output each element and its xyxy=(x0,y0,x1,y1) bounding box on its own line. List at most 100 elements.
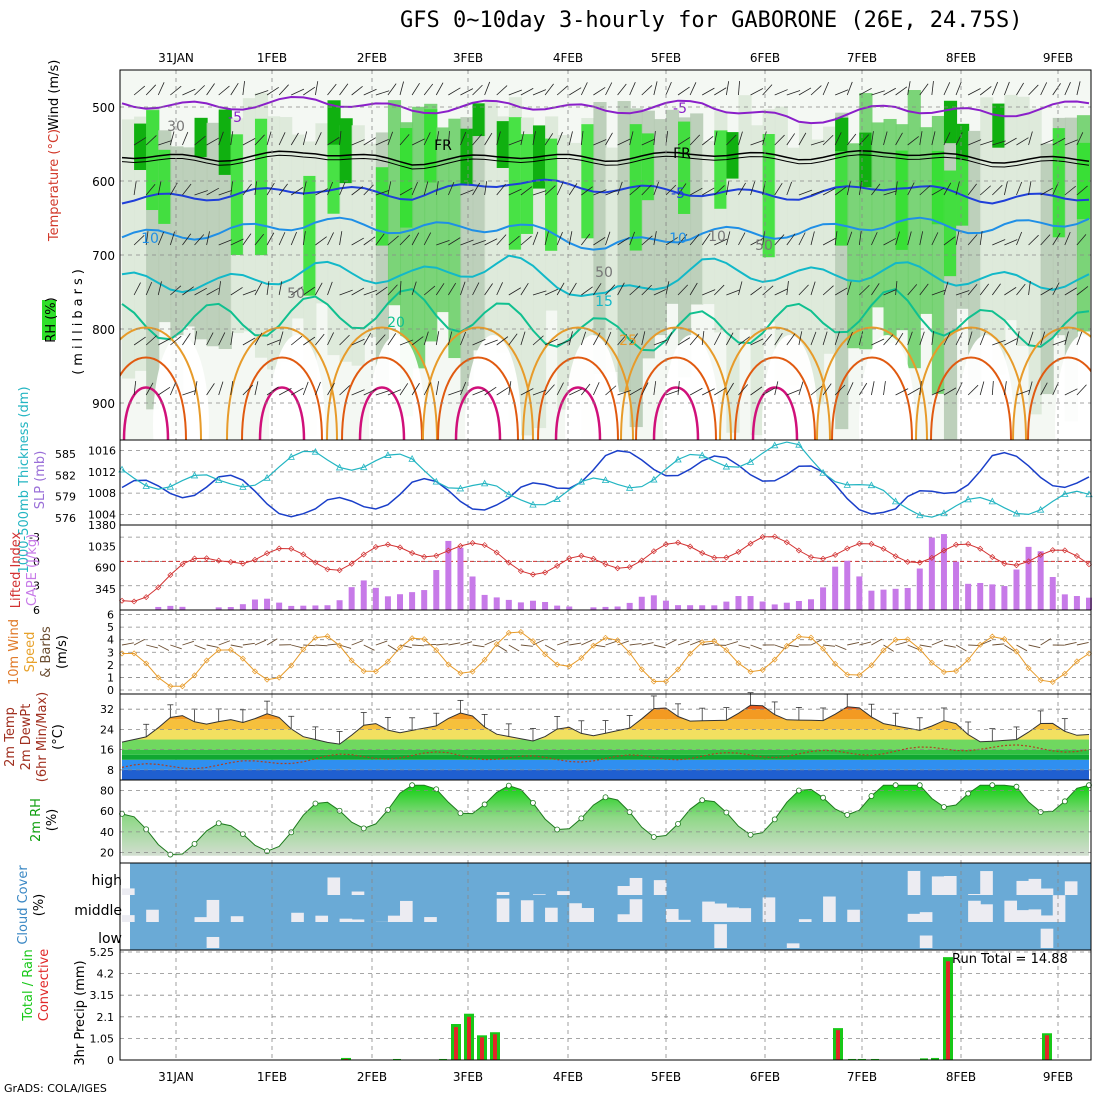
wind-speed-marker xyxy=(953,668,960,675)
wind-barb xyxy=(689,187,703,196)
lifted-marker xyxy=(578,552,585,559)
wind-barb xyxy=(351,237,365,246)
wind-barb xyxy=(206,83,215,96)
thickness-marker xyxy=(916,511,924,519)
wind10m-barb xyxy=(436,643,449,646)
cloud-block xyxy=(738,908,752,922)
wind-barb xyxy=(133,381,137,396)
wind-barb xyxy=(1040,82,1048,96)
cape-bar xyxy=(614,606,621,610)
slp-panel: 1016 1012 1008 1004 585 582 579 576 1000-500mb T… xyxy=(17,386,1093,574)
lifted-marker xyxy=(1013,562,1020,569)
precip-trace-bar xyxy=(439,1058,447,1060)
wind-speed-marker xyxy=(300,646,307,653)
wind10m-barb xyxy=(375,640,388,646)
wind-barb xyxy=(254,282,263,296)
lifted-marker xyxy=(445,547,452,554)
wind-barb xyxy=(315,333,325,346)
wind-barb xyxy=(363,184,374,196)
rh-marker xyxy=(409,782,416,789)
lifted-marker xyxy=(953,541,960,548)
cloud-block xyxy=(1028,909,1042,922)
cape-bar xyxy=(215,607,222,610)
rh-marker xyxy=(530,799,536,806)
wind-barb xyxy=(508,89,523,96)
wind-barb xyxy=(967,88,981,96)
thickness-marker xyxy=(819,468,827,476)
wind-barb xyxy=(883,190,897,196)
wind10m-barb xyxy=(883,644,894,652)
panel-ylabels: 2m Temp 2m DewPt (6hr Min/Max) (°C) xyxy=(3,692,66,782)
temp-band xyxy=(122,759,1089,770)
wind-barb xyxy=(569,87,582,96)
cape-bar xyxy=(638,596,645,610)
precip-convective-bar xyxy=(493,1034,497,1060)
lifted-marker xyxy=(783,539,790,546)
wind-barb xyxy=(194,331,197,346)
wind-barb xyxy=(605,189,619,196)
wind10m-barb xyxy=(1016,644,1028,652)
rh-moist-cell xyxy=(375,167,389,246)
wind-barb xyxy=(653,181,660,196)
wind10m-barb xyxy=(738,644,751,649)
wind-barb xyxy=(1016,331,1020,346)
lifted-marker xyxy=(203,555,210,562)
cloud-block xyxy=(327,877,341,895)
wind-barb xyxy=(133,137,147,146)
lifted-marker xyxy=(505,559,512,566)
thickness-marker xyxy=(722,462,731,470)
wind-barb xyxy=(834,186,847,196)
wind-barb xyxy=(375,334,386,346)
wind10m-barb xyxy=(532,639,545,646)
wind-barb xyxy=(387,235,399,246)
wind-barb xyxy=(375,286,388,296)
wind-barb xyxy=(448,87,461,96)
wind-speed-marker xyxy=(384,658,391,665)
cloud-block xyxy=(351,919,365,922)
bottom-date-label: 7FEB xyxy=(847,1070,877,1084)
lifted-marker xyxy=(155,584,162,591)
rh-marker xyxy=(941,804,947,810)
lifted-marker xyxy=(264,550,271,557)
cloud-sky xyxy=(130,863,1091,950)
wind-barb xyxy=(702,289,716,296)
wind-barb xyxy=(327,281,333,296)
wind-barb xyxy=(254,233,265,246)
wind-barb xyxy=(750,88,764,96)
wind-speed-marker xyxy=(614,637,621,644)
temp-arch-30 xyxy=(537,356,619,440)
wind-speed-marker xyxy=(421,636,428,643)
wind-speed-marker xyxy=(529,638,536,645)
thickness-marker xyxy=(771,441,779,449)
wind10m-barb xyxy=(339,644,352,649)
upper-air-panel: -5-5FR FR-510 1015202530505050105006007008… xyxy=(42,60,1092,441)
wind-barb xyxy=(472,182,481,196)
wind-barb xyxy=(170,85,182,96)
wind-barb xyxy=(520,88,534,96)
wind-barb xyxy=(919,231,924,246)
wind-speed-marker xyxy=(372,668,379,675)
cloud-block xyxy=(702,901,715,922)
wind-tick: 5 xyxy=(107,621,114,634)
wind-speed-marker xyxy=(324,633,331,640)
wind-speed-marker xyxy=(747,668,754,675)
wind-barb xyxy=(315,132,322,146)
wind-barb xyxy=(1064,185,1076,196)
cloud-block xyxy=(931,876,945,895)
wind-barb xyxy=(484,283,493,296)
precip-panel: 5.25 4.2 3.15 2.1 1.05 0 Run Total = 14.88 Tota… xyxy=(21,946,1092,1067)
rh-column xyxy=(992,119,1006,375)
rh-moist-cell xyxy=(641,133,655,201)
wind-barb xyxy=(895,281,898,296)
wind-speed-marker xyxy=(554,661,561,668)
wind-barb xyxy=(520,235,532,246)
cloud-panel: high middle low Cloud Cover (%) xyxy=(16,862,1092,951)
wind-barb xyxy=(532,389,547,396)
wind-speed-marker xyxy=(662,678,669,685)
thickness-marker xyxy=(263,473,271,481)
rh-marker xyxy=(433,786,440,793)
rh-marker xyxy=(723,809,730,816)
bottom-date-label: 9FEB xyxy=(1043,1070,1073,1084)
wind-barb xyxy=(617,83,627,96)
lifted-marker xyxy=(771,533,778,540)
